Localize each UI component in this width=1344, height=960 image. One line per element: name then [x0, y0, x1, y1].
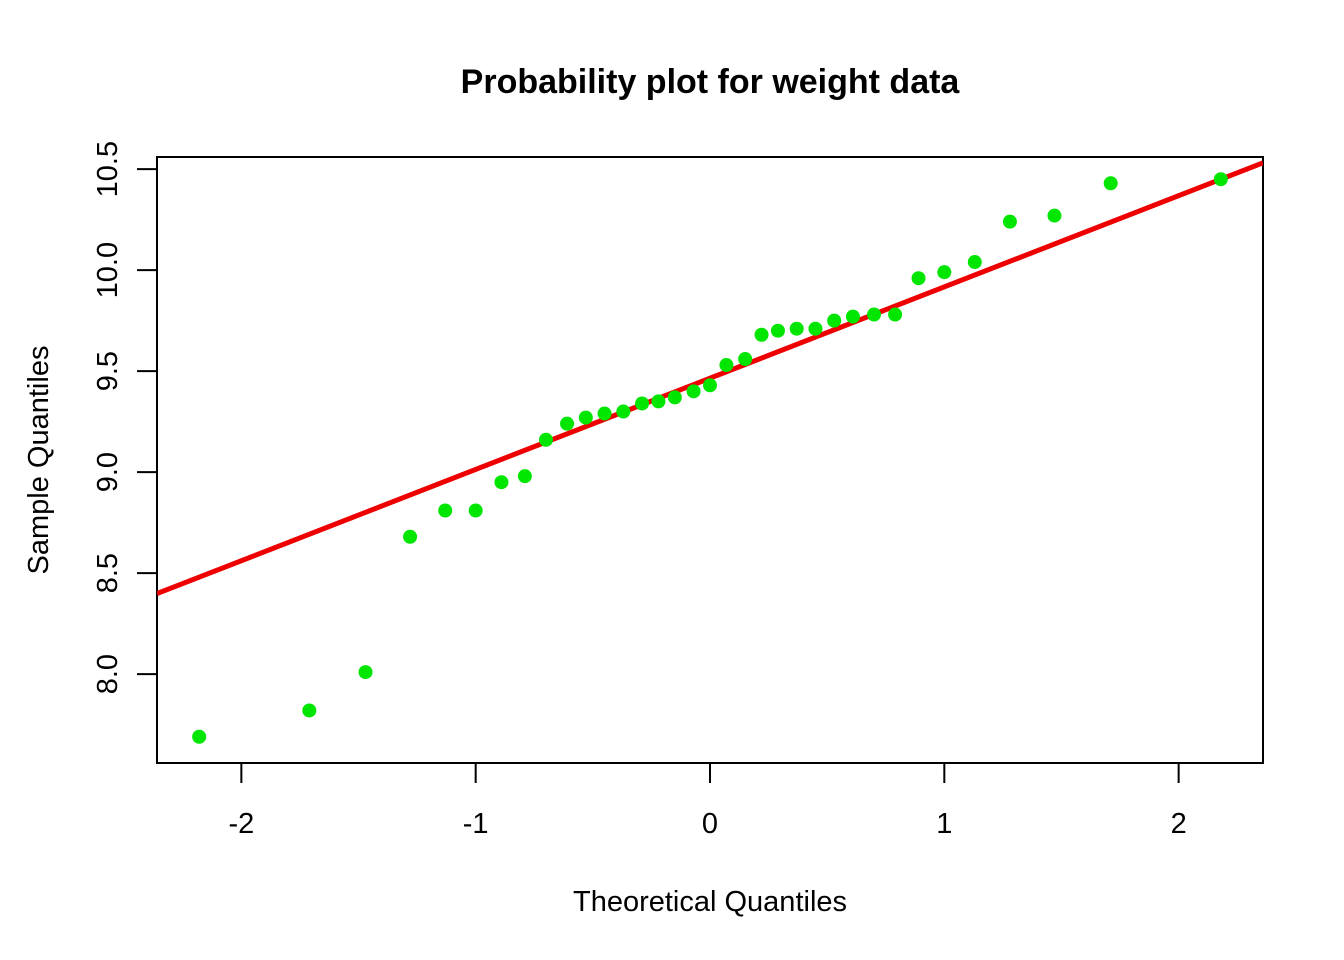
x-tick-label: -1: [463, 808, 489, 840]
data-point: [703, 378, 717, 393]
y-tick-label: 8.0: [92, 654, 124, 694]
data-point: [888, 307, 903, 322]
data-point: [1213, 172, 1228, 187]
data-point: [867, 307, 882, 322]
data-point: [808, 321, 823, 336]
data-point: [597, 406, 612, 421]
data-point: [770, 323, 785, 338]
data-point: [403, 529, 418, 544]
data-point: [738, 352, 753, 366]
data-point: [358, 665, 373, 680]
data-point: [686, 384, 701, 399]
data-point: [616, 404, 631, 419]
data-point: [1047, 208, 1062, 223]
data-point: [754, 327, 769, 342]
y-axis: 8.0 8.5 9.0 9.5 10.0 10.5: [92, 141, 157, 694]
data-point: [1002, 214, 1017, 229]
data-point: [911, 271, 926, 286]
data-point: [845, 309, 860, 324]
y-tick-label: 9.5: [92, 351, 124, 391]
data-point: [937, 265, 952, 280]
data-point: [1103, 176, 1118, 191]
y-tick-label: 10.5: [92, 141, 124, 197]
reference-line-group: [157, 160, 1263, 596]
y-axis-label: Sample Quantiles: [23, 346, 55, 575]
data-point: [302, 703, 317, 718]
x-tick-label: 0: [702, 808, 718, 840]
data-point: [468, 503, 483, 518]
chart-title: Probability plot for weight data: [461, 63, 961, 101]
x-tick-label: 1: [936, 808, 952, 840]
qq-reference-line: [157, 160, 1263, 596]
data-point: [438, 503, 453, 518]
data-point: [560, 416, 575, 431]
data-point: [517, 469, 532, 484]
y-tick-label: 9.0: [92, 452, 124, 492]
data-point: [651, 394, 666, 409]
data-point: [635, 396, 650, 411]
data-point: [578, 410, 593, 425]
data-point: [494, 475, 509, 490]
x-tick-label: -2: [228, 808, 254, 840]
data-point: [789, 321, 804, 336]
data-point: [667, 390, 682, 405]
x-tick-label: 2: [1171, 808, 1187, 840]
x-axis: -2 -1 0 1 2: [228, 763, 1187, 840]
data-point: [827, 313, 842, 328]
y-tick-label: 8.5: [92, 553, 124, 593]
data-point: [719, 358, 734, 373]
x-axis-label: Theoretical Quantiles: [573, 886, 847, 918]
data-point: [538, 432, 553, 447]
y-tick-label: 10.0: [92, 242, 124, 298]
plot-frame: [156, 156, 1264, 764]
data-point: [192, 729, 207, 744]
data-point: [967, 255, 982, 270]
data-points-group: [192, 172, 1228, 744]
